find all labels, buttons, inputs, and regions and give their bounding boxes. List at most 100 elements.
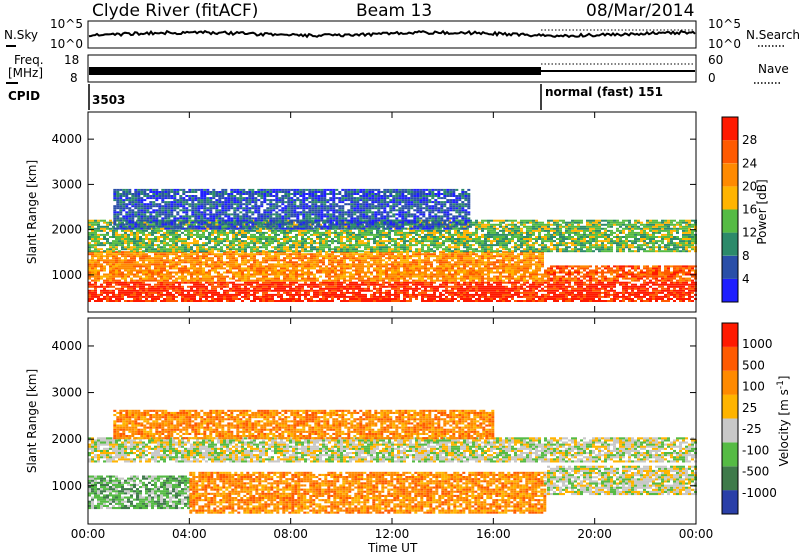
heatmap-cell (271, 295, 274, 298)
heatmap-cell (253, 240, 256, 243)
heatmap-cell (418, 277, 421, 280)
heatmap-cell (328, 279, 331, 282)
heatmap-cell (250, 257, 253, 260)
heatmap-cell (691, 295, 694, 298)
heatmap-cell (673, 275, 676, 278)
heatmap-cell (268, 298, 271, 300)
heatmap-cell (352, 291, 355, 294)
heatmap-cell (367, 269, 370, 272)
heatmap-cell (529, 273, 532, 276)
heatmap-cell (259, 285, 262, 288)
heatmap-cell (310, 281, 313, 284)
heatmap-cell (139, 265, 142, 268)
heatmap-cell (343, 285, 346, 288)
heatmap-cell (229, 300, 232, 302)
heatmap-cell (370, 271, 373, 274)
heatmap-cell (178, 287, 181, 290)
heatmap-cell (295, 269, 298, 272)
heatmap-cell (316, 271, 319, 274)
heatmap-cell (391, 287, 394, 290)
heatmap-cell (424, 285, 427, 288)
heatmap-cell (346, 263, 349, 266)
heatmap-cell (406, 257, 409, 260)
heatmap-cell (196, 244, 199, 247)
heatmap-cell (334, 257, 337, 260)
heatmap-cell (286, 225, 289, 228)
heatmap-cell (322, 281, 325, 284)
heatmap-cell (220, 283, 223, 286)
heatmap-cell (454, 285, 457, 288)
heatmap-cell (520, 273, 523, 276)
heatmap-cell (265, 289, 268, 292)
heatmap-cell (418, 265, 421, 268)
heatmap-cell (325, 240, 328, 243)
heatmap-cell (589, 269, 592, 272)
heatmap-cell (346, 287, 349, 290)
heatmap-cell (556, 271, 559, 274)
heatmap-cell (508, 289, 511, 292)
heatmap-cell (208, 289, 211, 292)
heatmap-cell (424, 275, 427, 278)
heatmap-cell (427, 257, 430, 260)
heatmap-cell (121, 289, 124, 292)
heatmap-cell (592, 271, 595, 274)
heatmap-cell (607, 293, 610, 296)
heatmap-cell (544, 273, 547, 276)
heatmap-cell (304, 283, 307, 286)
heatmap-cell (535, 261, 538, 264)
heatmap-cell (565, 267, 568, 270)
heatmap-cell (661, 277, 664, 280)
heatmap-cell (604, 289, 607, 292)
heatmap-cell (367, 265, 370, 268)
heatmap-cell (424, 255, 427, 258)
heatmap-cell (460, 287, 463, 290)
heatmap-cell (367, 277, 370, 280)
heatmap-cell (301, 277, 304, 280)
heatmap-cell (415, 285, 418, 288)
heatmap-cell (577, 269, 580, 272)
heatmap-cell (370, 300, 373, 302)
heatmap-cell (328, 287, 331, 290)
heatmap-cell (250, 250, 253, 253)
heatmap-cell (688, 291, 691, 294)
heatmap-cell (121, 259, 124, 262)
heatmap-cell (124, 279, 127, 282)
heatmap-cell (184, 244, 187, 247)
heatmap-cell (547, 277, 550, 280)
heatmap-cell (301, 287, 304, 290)
heatmap-cell (157, 269, 160, 272)
heatmap-cell (595, 281, 598, 284)
heatmap-cell (178, 283, 181, 286)
heatmap-cell (250, 263, 253, 266)
heatmap-cell (478, 259, 481, 262)
heatmap-cell (313, 231, 316, 234)
heatmap-cell (109, 263, 112, 266)
heatmap-cell (187, 293, 190, 296)
heatmap-cell (226, 255, 229, 258)
heatmap-cell (241, 275, 244, 278)
heatmap-cell (205, 295, 208, 298)
heatmap-cell (301, 242, 304, 245)
heatmap-cell (139, 283, 142, 286)
heatmap-cell (346, 267, 349, 270)
heatmap-cell (460, 253, 463, 256)
heatmap-cell (232, 229, 235, 232)
heatmap-cell (589, 291, 592, 294)
heatmap-cell (136, 293, 139, 296)
heatmap-cell (211, 275, 214, 278)
heatmap-cell (88, 236, 91, 238)
heatmap-cell (322, 267, 325, 270)
heatmap-cell (382, 279, 385, 282)
heatmap-cell (445, 263, 448, 266)
heatmap-cell (280, 298, 283, 300)
heatmap-cell (637, 267, 640, 270)
heatmap-cell (259, 273, 262, 276)
heatmap-cell (88, 227, 91, 230)
heatmap-cell (115, 265, 118, 268)
heatmap-cell (670, 289, 673, 292)
heatmap-cell (451, 269, 454, 272)
heatmap-cell (328, 293, 331, 296)
heatmap-cell (163, 273, 166, 276)
heatmap-cell (361, 295, 364, 298)
heatmap-cell (634, 279, 637, 282)
